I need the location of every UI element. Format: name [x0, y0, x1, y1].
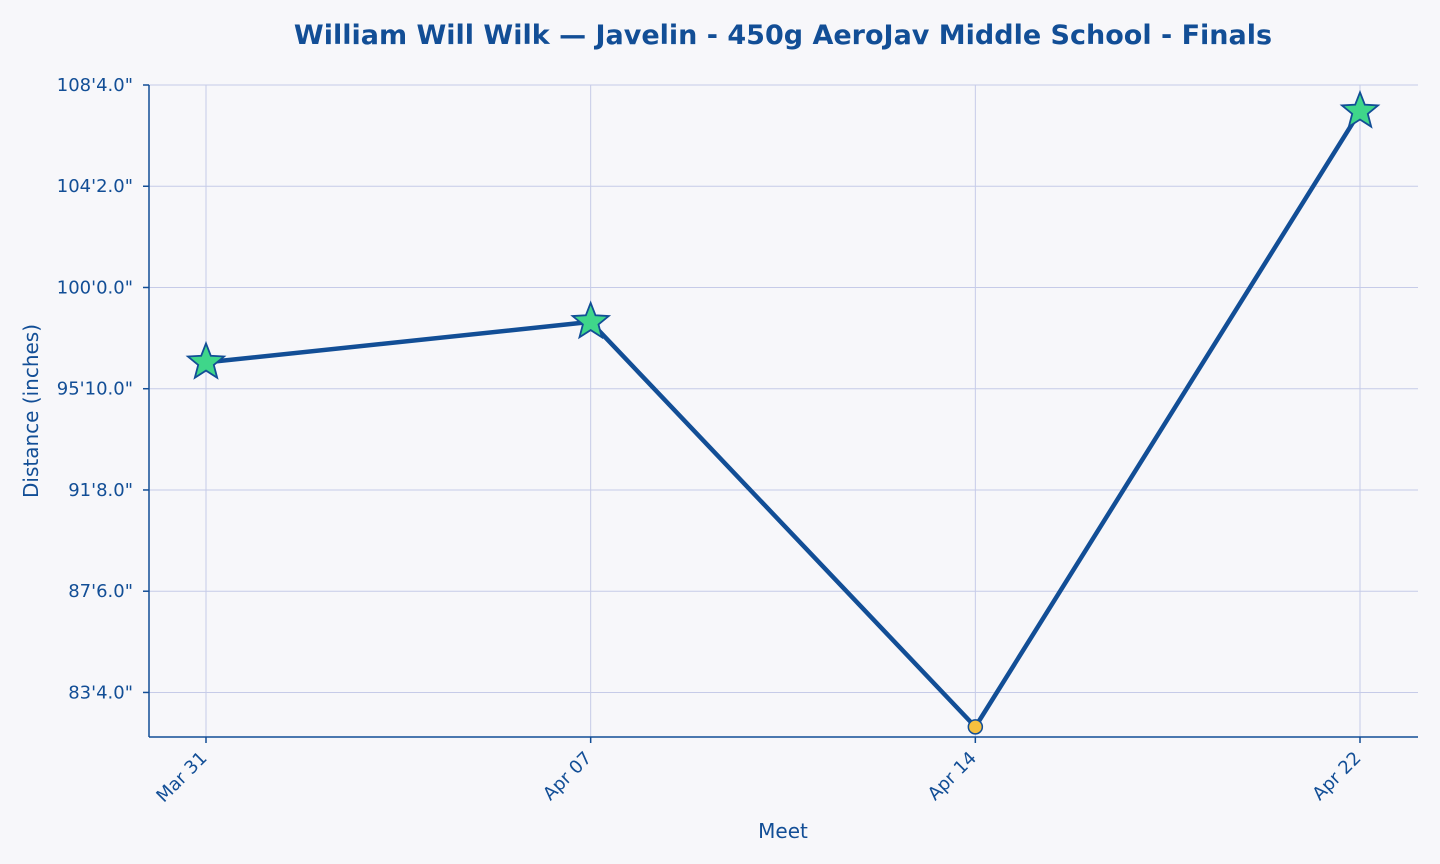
x-gridlines — [205, 85, 1361, 737]
series-line — [203, 109, 1363, 730]
data-point-circle — [967, 719, 984, 735]
x-tick-label: Apr 14 — [924, 748, 981, 805]
data-point-star — [1339, 89, 1381, 129]
y-tick-label: 91'8.0" — [68, 480, 133, 501]
x-axis-label: Meet — [758, 819, 808, 843]
y-axis-label: Distance (inches) — [19, 324, 43, 498]
y-tick-label: 95'10.0" — [57, 379, 133, 400]
y-tick-label: 87'6.0" — [68, 581, 133, 602]
y-tick-label: 104'2.0" — [57, 176, 133, 197]
y-tick-label: 83'4.0" — [68, 682, 133, 703]
y-tick-label: 108'4.0" — [57, 75, 133, 96]
x-tick-label: Mar 31 — [152, 748, 211, 807]
chart-title: William Will Wilk — Javelin - 450g AeroJ… — [294, 20, 1272, 51]
x-axis-ticks: Mar 31 Apr 07 Apr 14 Apr 22 — [152, 737, 1366, 807]
y-axis-ticks: 83'4.0" 87'6.0" 91'8.0" 95'10.0" 100'0.0" 104… — [57, 75, 149, 703]
data-point-star — [570, 300, 612, 340]
x-tick-label: Apr 07 — [539, 748, 596, 805]
x-tick-label: Apr 22 — [1308, 748, 1365, 805]
series-group — [185, 89, 1381, 735]
y-tick-label: 100'0.0" — [57, 277, 133, 298]
y-gridlines — [149, 84, 1418, 693]
data-point-star — [185, 340, 227, 380]
